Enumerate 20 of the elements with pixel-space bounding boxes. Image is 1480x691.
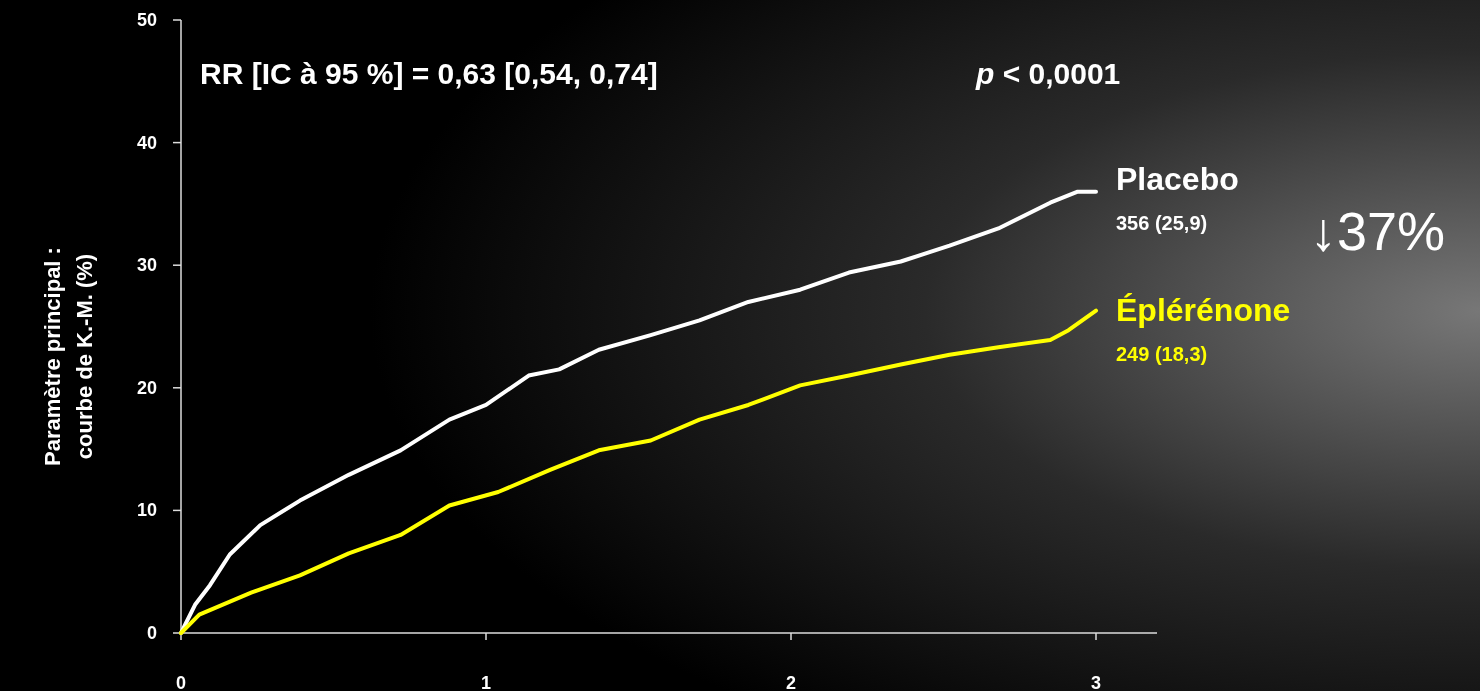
y-tick-label: 50: [136, 10, 157, 30]
annotation: 356 (25,9): [1116, 211, 1208, 234]
y-axis-title: Paramètre principal : courbe de K.-M. (%): [40, 247, 97, 466]
line-series: [179, 308, 1098, 635]
y-tick-label: 0: [146, 623, 157, 643]
annotation: RR [IC à 95 %] = 0,63 [0,54, 0,74]: [200, 57, 658, 90]
x-tick-label: 0: [175, 673, 187, 691]
y-tick-label: 40: [136, 132, 157, 153]
x-tick-label: 1: [480, 673, 492, 691]
y-tick-label: 30: [136, 255, 157, 276]
y-tick-label: 20: [136, 377, 157, 398]
text: ↓37%: [1310, 201, 1446, 261]
x-tick-label: 2: [785, 673, 797, 691]
y-tick-label: 10: [136, 500, 157, 521]
series-label: Placebo: [1116, 160, 1239, 197]
x-tick-label: 3: [1090, 673, 1102, 691]
annotation: 249 (18,3): [1116, 342, 1208, 365]
series-label: Éplérénone: [1116, 291, 1291, 328]
annotation: p < 0,0001: [975, 57, 1121, 90]
line-series: [179, 189, 1098, 635]
